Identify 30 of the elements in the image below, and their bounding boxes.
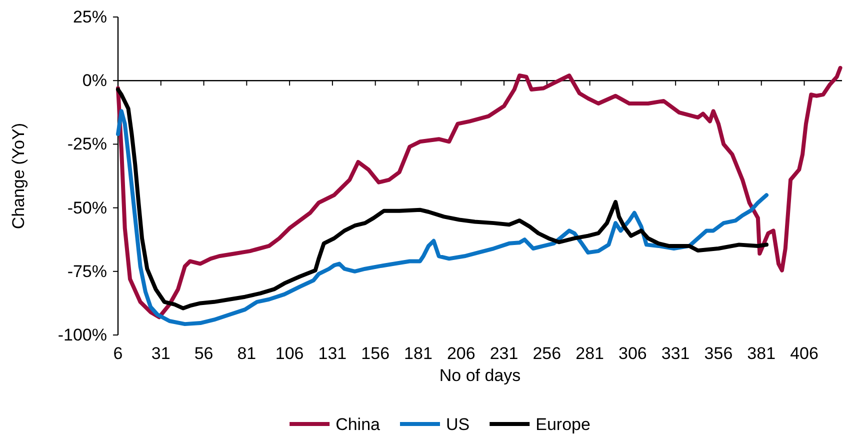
x-tick-label: 381 — [747, 344, 776, 363]
x-tick-label: 106 — [275, 344, 304, 363]
y-tick-label: 0% — [82, 71, 107, 90]
legend-label: US — [446, 415, 470, 434]
x-tick-label: 81 — [237, 344, 256, 363]
x-tick-label: 331 — [661, 344, 690, 363]
y-tick-label: 25% — [72, 7, 107, 26]
x-tick-label: 131 — [318, 344, 347, 363]
x-tick-label: 181 — [404, 344, 432, 363]
x-tick-label: 6 — [113, 344, 123, 363]
y-tick-label: -100% — [58, 325, 107, 344]
x-tick-label: 31 — [151, 344, 170, 363]
x-tick-label: 356 — [704, 344, 733, 363]
line-series — [116, 109, 769, 326]
legend-label: China — [336, 415, 381, 434]
x-tick-label: 206 — [446, 344, 476, 363]
y-tick-label: -25% — [67, 134, 107, 154]
x-tick-label: 256 — [532, 344, 562, 363]
x-tick-label: 156 — [361, 344, 390, 363]
y-tick-label: -75% — [67, 262, 107, 281]
x-tick-label: 306 — [618, 344, 647, 363]
x-axis-title: No of days — [439, 366, 521, 385]
legend-label: Europe — [536, 415, 590, 434]
line-series — [116, 66, 842, 320]
x-tick-label: 56 — [194, 344, 214, 363]
x-tick-label: 406 — [790, 344, 818, 363]
x-tick-label: 231 — [490, 344, 518, 363]
y-axis-title: Change (YoY) — [9, 122, 28, 230]
x-tick-label: 281 — [576, 344, 604, 363]
y-tick-label: -50% — [67, 198, 107, 218]
